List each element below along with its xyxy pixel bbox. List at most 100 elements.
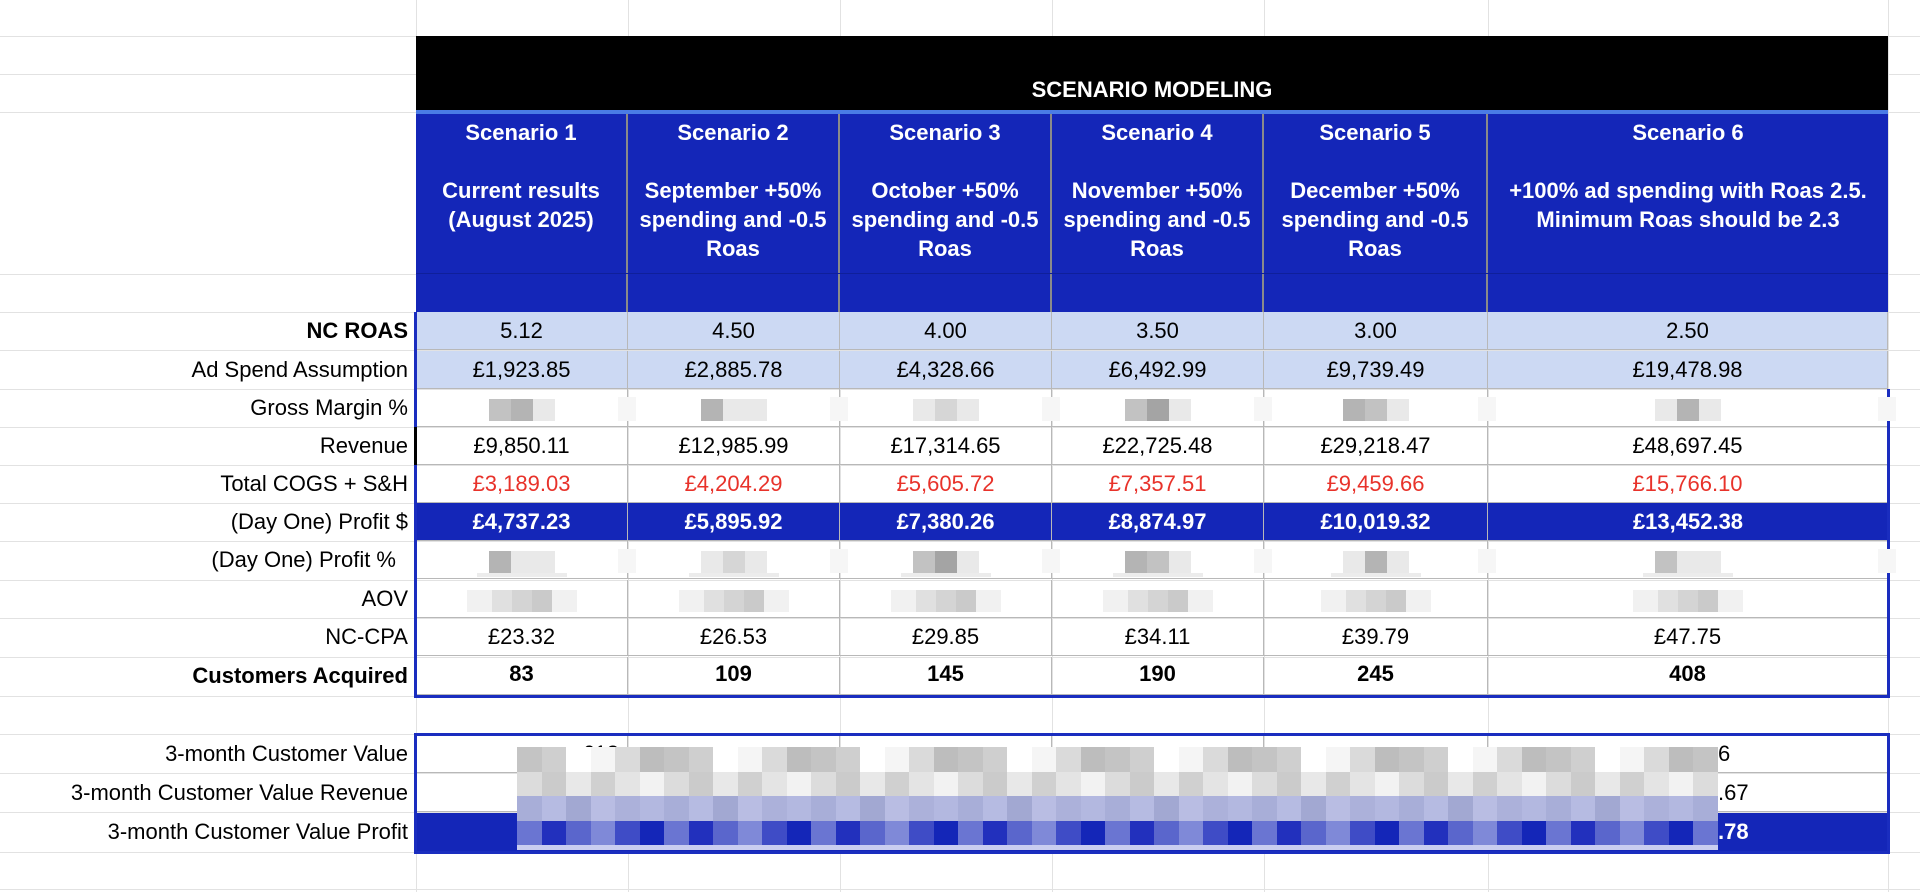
redaction-block [1128,590,1148,612]
redaction-block [744,590,764,612]
redaction-block [1677,551,1699,573]
cell[interactable]: £48,697.45 [1488,427,1888,465]
row-label-cv3-profit[interactable]: 3-month Customer Value Profit [107,819,408,844]
redaction-block [1125,399,1147,421]
redaction-block [830,397,848,421]
cell[interactable]: £23.32 [416,618,628,656]
cell[interactable]: £39.79 [1264,618,1488,656]
row-label-cv3[interactable]: 3-month Customer Value [165,741,408,766]
cell[interactable]: 3.50 [1052,312,1264,350]
cell[interactable]: £29.85 [840,618,1052,656]
redaction-block [1878,549,1896,573]
cell[interactable]: 4.50 [628,312,840,350]
redaction-block [745,399,767,421]
cell[interactable]: £10,019.32 [1264,503,1488,541]
redaction-block [1343,551,1365,573]
redaction-block [1113,573,1203,577]
redacted-cell[interactable] [840,580,1052,618]
cell[interactable]: £8,874.97 [1052,503,1264,541]
redaction-block [1254,549,1272,573]
cell[interactable]: 145 [840,657,1052,695]
scenario-title: Scenario 5 [1319,120,1431,145]
row-label-revenue[interactable]: Revenue [319,433,408,458]
row-label-gross-margin[interactable]: Gross Margin % [250,395,408,420]
scenario-description: September +50% spending and -0.5 Roas [639,178,827,261]
cell[interactable]: £2,885.78 [628,351,840,389]
cell[interactable]: £15,766.10 [1488,465,1888,503]
cell[interactable]: 5.12 [416,312,628,350]
cell[interactable]: 83 [416,657,628,695]
cell[interactable]: £7,357.51 [1052,465,1264,503]
redacted-cell[interactable] [628,580,840,618]
redaction-block [1386,590,1406,612]
redaction-block [492,590,512,612]
row-label-cv3-revenue[interactable]: 3-month Customer Value Revenue [70,780,408,805]
cell[interactable]: £9,459.66 [1264,465,1488,503]
scenario-header-1[interactable]: Scenario 1 Current results (August 2025) [416,114,628,312]
redaction-block [689,573,779,577]
redaction-block [1365,399,1387,421]
scenario-title: Scenario 2 [677,120,789,145]
cell[interactable]: £4,204.29 [628,465,840,503]
cell[interactable]: £26.53 [628,618,840,656]
redaction-block [957,551,979,573]
cell[interactable]: £6,492.99 [1052,351,1264,389]
scenario-header-6[interactable]: Scenario 6 +100% ad spending with Roas 2… [1488,114,1888,312]
scenario-header-2[interactable]: Scenario 2 September +50% spending and -… [628,114,840,312]
redaction-block [1658,590,1678,612]
cell[interactable]: 4.00 [840,312,1052,350]
cell[interactable]: £4,737.23 [416,503,628,541]
redaction-block [1387,399,1409,421]
cell[interactable]: £1,923.85 [416,351,628,389]
redacted-cell[interactable] [1264,580,1488,618]
redaction-block [1699,551,1721,573]
cell[interactable]: £9,850.11 [416,427,628,465]
sheet-title: SCENARIO MODELING [416,36,1888,110]
cell[interactable]: £34.11 [1052,618,1264,656]
cell[interactable]: 109 [628,657,840,695]
cell[interactable]: £19,478.98 [1488,351,1888,389]
scenario-title: Scenario 6 [1632,120,1744,145]
cell[interactable]: £9,739.49 [1264,351,1488,389]
cell[interactable]: 3.00 [1264,312,1488,350]
redacted-cell[interactable] [416,580,628,618]
redaction-block [936,590,956,612]
cell[interactable]: £22,725.48 [1052,427,1264,465]
cell[interactable]: £7,380.26 [840,503,1052,541]
row-label-aov[interactable]: AOV [361,586,408,611]
scenario-header-3[interactable]: Scenario 3 October +50% spending and -0.… [840,114,1052,312]
cell[interactable]: £5,895.92 [628,503,840,541]
cell[interactable]: £13,452.38 [1488,503,1888,541]
scenario-header-4[interactable]: Scenario 4 November +50% spending and -0… [1052,114,1264,312]
cell[interactable]: 2.50 [1488,312,1888,350]
cell[interactable]: £4,328.66 [840,351,1052,389]
row-label-nc-cpa[interactable]: NC-CPA [325,624,408,649]
row-label-profit-dollar[interactable]: (Day One) Profit $ [230,509,408,534]
redaction-block [533,551,555,573]
cell[interactable]: £12,985.99 [628,427,840,465]
cell[interactable]: £5,605.72 [840,465,1052,503]
redaction-block [1125,551,1147,573]
revenue-left-border [414,427,417,465]
cell[interactable]: £3,189.03 [416,465,628,503]
row-label-cogs[interactable]: Total COGS + S&H [220,471,408,496]
cell[interactable]: £29,218.47 [1264,427,1488,465]
cell[interactable]: 408 [1488,657,1888,695]
row-label-customers[interactable]: Customers Acquired [192,663,408,688]
cell[interactable]: 245 [1264,657,1488,695]
row-label-ad-spend[interactable]: Ad Spend Assumption [191,357,408,382]
cell[interactable]: 190 [1052,657,1264,695]
cell[interactable]: £17,314.65 [840,427,1052,465]
row-label-profit-pct[interactable]: (Day One) Profit % [211,547,396,572]
scenario-description: December +50% spending and -0.5 Roas [1281,178,1469,261]
redaction-block [477,573,567,577]
cell[interactable]: £47.75 [1488,618,1888,656]
scenario-description: October +50% spending and -0.5 Roas [851,178,1039,261]
redaction-block [723,399,745,421]
row-label-nc-roas[interactable]: NC ROAS [306,318,408,343]
scenario-header-5[interactable]: Scenario 5 December +50% spending and -0… [1264,114,1488,312]
redaction-block [913,551,935,573]
redaction-block [1331,573,1421,577]
redaction-block [1366,590,1386,612]
redacted-cell[interactable] [1052,580,1264,618]
